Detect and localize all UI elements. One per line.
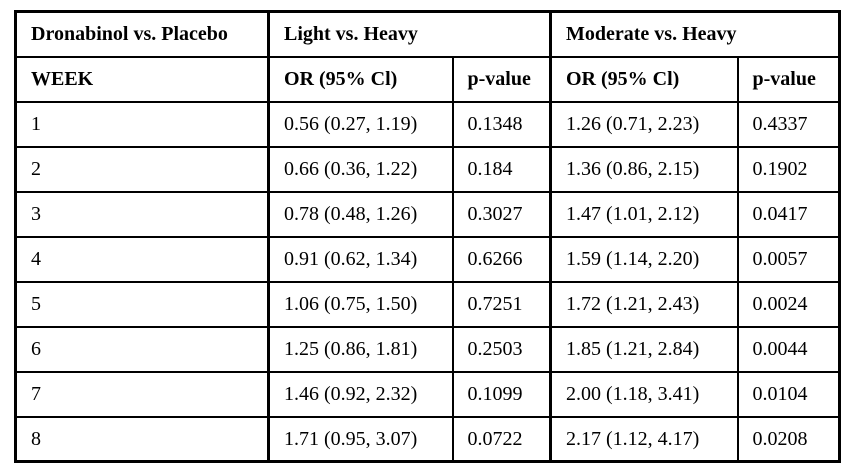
moderate-pvalue-cell: 0.1902: [736, 145, 841, 193]
moderate-or-cell: 1.72 (1.21, 2.43): [549, 280, 739, 328]
header-row-groups: Dronabinol vs. Placebo Light vs. Heavy M…: [14, 10, 841, 58]
light-or-cell: 1.06 (0.75, 1.50): [267, 280, 454, 328]
group1-header-cell: Light vs. Heavy: [267, 10, 552, 58]
moderate-or-cell: 1.85 (1.21, 2.84): [549, 325, 739, 373]
header-row-columns: WEEK OR (95% Cl) p-value OR (95% Cl) p-v…: [14, 55, 841, 103]
table-row: 8 1.71 (0.95, 3.07) 0.0722 2.17 (1.12, 4…: [14, 415, 841, 463]
week-cell: 1: [14, 100, 270, 148]
light-pvalue-cell: 0.1348: [451, 100, 552, 148]
light-or-cell: 0.78 (0.48, 1.26): [267, 190, 454, 238]
light-pvalue-cell: 0.1099: [451, 370, 552, 418]
moderate-or-cell: 1.59 (1.14, 2.20): [549, 235, 739, 283]
week-cell: 8: [14, 415, 270, 463]
light-or-cell: 1.71 (0.95, 3.07): [267, 415, 454, 463]
moderate-or-cell: 1.36 (0.86, 2.15): [549, 145, 739, 193]
moderate-pvalue-cell: 0.0104: [736, 370, 841, 418]
table-row: 7 1.46 (0.92, 2.32) 0.1099 2.00 (1.18, 3…: [14, 370, 841, 418]
light-pvalue-cell: 0.184: [451, 145, 552, 193]
comparison-header-cell: Dronabinol vs. Placebo: [14, 10, 270, 58]
results-table-container: Dronabinol vs. Placebo Light vs. Heavy M…: [14, 10, 842, 463]
week-cell: 3: [14, 190, 270, 238]
group1-or-column-header: OR (95% Cl): [267, 55, 454, 103]
week-cell: 6: [14, 325, 270, 373]
light-pvalue-cell: 0.6266: [451, 235, 552, 283]
moderate-pvalue-cell: 0.0057: [736, 235, 841, 283]
table-row: 6 1.25 (0.86, 1.81) 0.2503 1.85 (1.21, 2…: [14, 325, 841, 373]
moderate-or-cell: 1.47 (1.01, 2.12): [549, 190, 739, 238]
moderate-pvalue-cell: 0.0208: [736, 415, 841, 463]
moderate-or-cell: 2.00 (1.18, 3.41): [549, 370, 739, 418]
group1-pvalue-column-header: p-value: [451, 55, 552, 103]
light-or-cell: 0.66 (0.36, 1.22): [267, 145, 454, 193]
moderate-pvalue-cell: 0.0417: [736, 190, 841, 238]
week-cell: 7: [14, 370, 270, 418]
table-row: 4 0.91 (0.62, 1.34) 0.6266 1.59 (1.14, 2…: [14, 235, 841, 283]
moderate-pvalue-cell: 0.4337: [736, 100, 841, 148]
light-or-cell: 0.91 (0.62, 1.34): [267, 235, 454, 283]
group2-header-cell: Moderate vs. Heavy: [549, 10, 841, 58]
group2-pvalue-column-header: p-value: [736, 55, 841, 103]
moderate-or-cell: 1.26 (0.71, 2.23): [549, 100, 739, 148]
group2-or-column-header: OR (95% Cl): [549, 55, 739, 103]
light-pvalue-cell: 0.3027: [451, 190, 552, 238]
table-row: 5 1.06 (0.75, 1.50) 0.7251 1.72 (1.21, 2…: [14, 280, 841, 328]
light-or-cell: 0.56 (0.27, 1.19): [267, 100, 454, 148]
light-pvalue-cell: 0.0722: [451, 415, 552, 463]
light-pvalue-cell: 0.2503: [451, 325, 552, 373]
table-row: 2 0.66 (0.36, 1.22) 0.184 1.36 (0.86, 2.…: [14, 145, 841, 193]
week-cell: 4: [14, 235, 270, 283]
week-cell: 5: [14, 280, 270, 328]
light-pvalue-cell: 0.7251: [451, 280, 552, 328]
week-column-header: WEEK: [14, 55, 270, 103]
light-or-cell: 1.25 (0.86, 1.81): [267, 325, 454, 373]
moderate-pvalue-cell: 0.0024: [736, 280, 841, 328]
odds-ratio-results-table: Dronabinol vs. Placebo Light vs. Heavy M…: [14, 10, 842, 463]
light-or-cell: 1.46 (0.92, 2.32): [267, 370, 454, 418]
table-row: 1 0.56 (0.27, 1.19) 0.1348 1.26 (0.71, 2…: [14, 100, 841, 148]
week-cell: 2: [14, 145, 270, 193]
moderate-pvalue-cell: 0.0044: [736, 325, 841, 373]
moderate-or-cell: 2.17 (1.12, 4.17): [549, 415, 739, 463]
table-row: 3 0.78 (0.48, 1.26) 0.3027 1.47 (1.01, 2…: [14, 190, 841, 238]
